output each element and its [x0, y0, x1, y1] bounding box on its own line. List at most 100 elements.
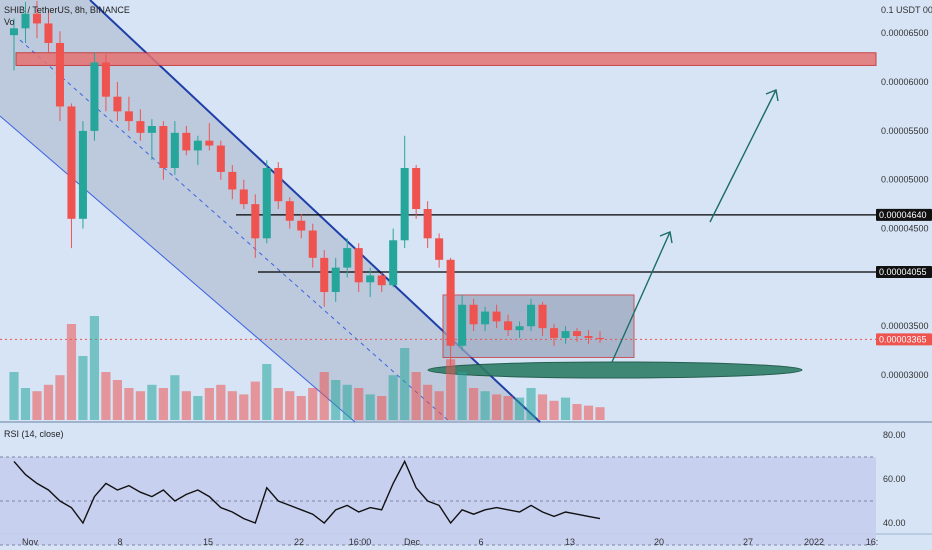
candle-body	[469, 304, 478, 325]
candle-body	[308, 230, 317, 258]
candle-body	[90, 62, 99, 131]
rsi-line	[13, 459, 601, 525]
arrow-2[interactable]	[709, 89, 777, 223]
candle	[228, 165, 237, 200]
volume-bar	[55, 375, 65, 420]
consolidation-box[interactable]	[442, 294, 635, 358]
candle	[515, 321, 524, 338]
candle	[147, 119, 156, 161]
candle	[435, 233, 444, 268]
channel-lower-line[interactable]	[0, 115, 356, 423]
candle	[136, 109, 145, 141]
candle-body	[32, 13, 42, 24]
candle-body	[389, 240, 398, 286]
candle	[492, 304, 501, 329]
volume-bar	[308, 388, 318, 420]
candle-body	[67, 106, 76, 219]
candles[interactable]	[9, 0, 605, 366]
projection-arrows[interactable]	[611, 89, 779, 363]
candle-body	[572, 331, 582, 336]
volume-bar	[469, 388, 479, 420]
time-tick-label: 22	[294, 537, 304, 547]
candle	[9, 18, 19, 71]
candle-body	[182, 132, 191, 151]
volume-bar	[181, 391, 191, 420]
candle	[458, 294, 467, 351]
price-label-bg	[876, 208, 932, 221]
volume-bar	[549, 400, 559, 420]
candle	[251, 194, 260, 258]
arrow-1[interactable]	[611, 231, 671, 363]
candle	[389, 228, 398, 288]
candle-body	[527, 304, 536, 327]
candle-body	[55, 42, 64, 107]
rsi-title[interactable]: RSI (14, close)	[4, 429, 64, 439]
rsi-tick-label: 60.00	[883, 474, 906, 484]
volume-bar	[216, 384, 226, 420]
price-tick-label: 0.00003500	[881, 321, 929, 331]
candle	[423, 201, 432, 249]
volume-bar	[296, 396, 306, 420]
volume-bar	[480, 391, 490, 420]
candle	[262, 160, 271, 244]
candle-body	[458, 304, 467, 346]
price-label-text: 0.00003365	[879, 334, 927, 344]
candle	[595, 331, 605, 343]
candle	[21, 1, 30, 43]
volume-bar	[101, 372, 111, 420]
time-axis[interactable]: Nov 8 15 22 16:00 Dec 6 13 20 27 2022 16:	[22, 537, 878, 547]
price-axis[interactable]: 0.1 USDT 00 0.00006500 0.00006000 0.0000550…	[881, 5, 932, 380]
price-label-text: 0.00004640	[879, 210, 927, 220]
candle	[44, 11, 53, 53]
support-ellipse[interactable]	[427, 361, 803, 379]
time-tick-label: 16:00	[349, 537, 372, 547]
candle-body	[400, 168, 409, 241]
symbol-title[interactable]: SHIB / TetherUS, 8h, BINANCE	[4, 5, 130, 15]
volume-bar	[78, 356, 88, 420]
volume-bar	[331, 380, 341, 420]
volume-bar	[227, 391, 237, 420]
candle	[285, 197, 294, 229]
rsi-tick-label: 40.00	[883, 518, 906, 528]
candle-body	[515, 326, 524, 331]
candle	[550, 324, 559, 346]
candle-body	[550, 328, 559, 338]
candle	[469, 298, 478, 332]
candle-body	[170, 132, 179, 168]
volume-bar	[560, 397, 571, 420]
candle	[239, 179, 248, 210]
candle-body	[584, 336, 593, 338]
candle	[504, 314, 513, 336]
candle-body	[285, 201, 294, 221]
volume-bar	[400, 348, 410, 420]
candle	[78, 121, 87, 229]
rsi-axis[interactable]: 80.00 60.00 40.00	[883, 430, 906, 528]
candle	[205, 123, 214, 151]
time-tick-label: 2022	[804, 537, 824, 547]
price-tick-label: 0.00006500	[881, 28, 929, 38]
candle-body	[147, 126, 156, 133]
candle-body	[561, 331, 570, 338]
volume-bar	[319, 372, 329, 420]
resistance-zone[interactable]	[15, 52, 877, 66]
volume-bar	[285, 391, 295, 420]
candle	[561, 326, 570, 344]
candle	[446, 257, 455, 366]
volume-bar	[423, 384, 433, 420]
price-label-tag: 0.00004055	[876, 266, 932, 279]
volume-bar	[112, 380, 123, 420]
time-tick-label: 16:	[866, 537, 879, 547]
candle-body	[343, 248, 352, 268]
volume-bar	[170, 375, 180, 420]
candle-body	[193, 140, 202, 151]
candle-body	[239, 189, 248, 205]
candle	[320, 250, 329, 307]
candle-body	[354, 248, 363, 283]
volume-bar	[158, 388, 168, 420]
time-tick-label: 20	[654, 537, 664, 547]
candle-body	[159, 126, 168, 168]
time-tick-label: Nov	[22, 537, 39, 547]
candle-body	[366, 275, 375, 283]
candle-body	[228, 171, 237, 190]
